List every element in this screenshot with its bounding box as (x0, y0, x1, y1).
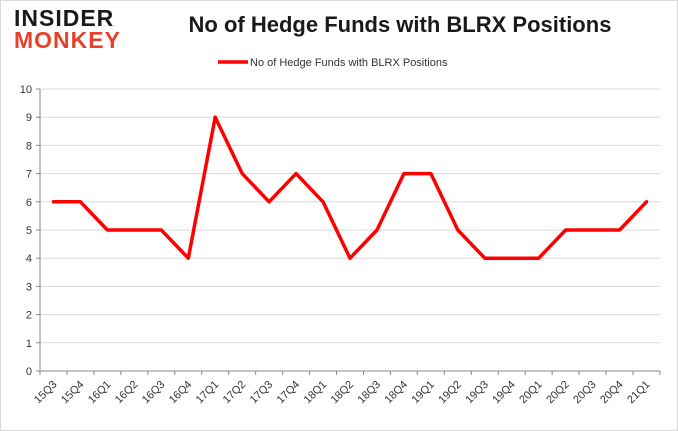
y-tick-label: 8 (26, 140, 32, 152)
x-tick-label: 17Q3 (248, 379, 276, 407)
data-point (591, 228, 595, 232)
logo-line-2: MONKEY (14, 27, 121, 53)
x-tick-labels: 15Q3 15Q4 16Q1 16Q2 16Q3 16Q4 17Q1 17Q2 17Q3 17Q4… (32, 379, 653, 407)
data-point (132, 228, 136, 232)
data-point (186, 256, 190, 260)
data-point (159, 228, 163, 232)
y-tick-labels: 0 1 2 3 4 5 6 7 8 9 10 (20, 84, 32, 378)
data-point (510, 256, 514, 260)
x-tick-label: 16Q1 (86, 379, 114, 407)
insider-monkey-logo: INSIDER MONKEY (14, 5, 121, 53)
x-tick-label: 19Q4 (490, 379, 518, 407)
series-layer (51, 115, 649, 260)
y-tick-label: 0 (26, 366, 32, 378)
data-point (375, 228, 379, 232)
x-tick-label: 20Q3 (571, 379, 599, 407)
axes (36, 88, 661, 375)
data-point (645, 200, 649, 204)
data-point (51, 200, 55, 204)
y-tick-label: 3 (26, 281, 32, 293)
x-tick-label: 19Q3 (463, 379, 491, 407)
x-tick-label: 15Q4 (59, 379, 87, 407)
y-tick-label: 5 (26, 225, 32, 237)
y-tick-label: 2 (26, 310, 32, 322)
gridlines (40, 88, 660, 344)
data-point (240, 172, 244, 176)
x-tick-label: 20Q2 (544, 379, 572, 407)
y-tick-label: 1 (26, 338, 32, 350)
data-point (537, 256, 541, 260)
data-point (213, 115, 217, 119)
x-tick-label: 21Q1 (625, 379, 653, 407)
y-tick-label: 7 (26, 169, 32, 181)
y-tick-label: 10 (20, 84, 32, 96)
x-tick-label: 18Q3 (356, 379, 384, 407)
x-tick-label: 16Q3 (140, 379, 168, 407)
data-point (267, 200, 271, 204)
x-tick-label: 18Q2 (329, 379, 357, 407)
legend: No of Hedge Funds with BLRX Positions (218, 57, 448, 69)
x-tick-label: 16Q4 (167, 379, 195, 407)
x-tick-label: 18Q1 (302, 379, 330, 407)
data-point (78, 200, 82, 204)
x-tick-label: 19Q1 (409, 379, 437, 407)
logo-line-1: INSIDER (14, 5, 115, 31)
x-tick-label: 19Q2 (436, 379, 464, 407)
x-tick-label: 16Q2 (113, 379, 141, 407)
y-tick-label: 9 (26, 112, 32, 124)
x-tick-label: 18Q4 (383, 379, 411, 407)
y-tick-label: 4 (26, 253, 32, 265)
data-point (483, 256, 487, 260)
data-point (294, 172, 298, 176)
x-tick-label: 17Q1 (194, 379, 222, 407)
data-point (321, 200, 325, 204)
x-tick-label: 17Q2 (221, 379, 249, 407)
series-line (51, 115, 649, 260)
data-point (348, 256, 352, 260)
legend-label: No of Hedge Funds with BLRX Positions (250, 57, 448, 69)
chart-title: No of Hedge Funds with BLRX Positions (188, 12, 612, 37)
y-tick-label: 6 (26, 197, 32, 209)
x-tick-label: 20Q1 (517, 379, 545, 407)
data-point (429, 172, 433, 176)
x-tick-label: 15Q3 (32, 379, 60, 407)
data-point (105, 228, 109, 232)
data-point (456, 228, 460, 232)
data-point (402, 172, 406, 176)
x-tick-label: 17Q4 (275, 379, 303, 407)
data-point (564, 228, 568, 232)
x-tick-label: 20Q4 (598, 379, 626, 407)
data-point (618, 228, 622, 232)
